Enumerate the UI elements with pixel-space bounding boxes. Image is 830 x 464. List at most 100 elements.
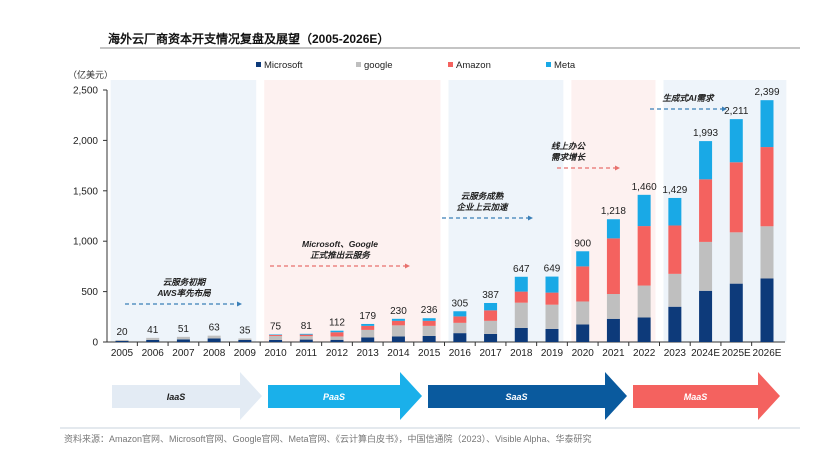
total-label: 1,993 xyxy=(693,128,718,139)
x-tick-label: 2018 xyxy=(510,348,533,359)
total-label: 81 xyxy=(301,321,313,332)
total-label: 1,460 xyxy=(632,182,657,193)
bar-google-2006 xyxy=(146,337,160,340)
bar-amazon-2011 xyxy=(299,334,313,337)
bar-meta-2013 xyxy=(361,323,375,326)
bar-microsoft-2018 xyxy=(514,327,528,342)
legend: Microsoft google Amazon Meta xyxy=(256,60,576,71)
bar-google-2025E xyxy=(729,232,743,284)
bar-microsoft-2021 xyxy=(606,318,620,342)
total-label: 51 xyxy=(178,324,190,335)
x-tick-label: 2021 xyxy=(602,348,625,359)
x-tick-label: 2024E xyxy=(691,348,720,359)
total-label: 305 xyxy=(452,298,469,309)
x-tick-label: 2014 xyxy=(387,348,410,359)
stage-arrows: IaaS PaaS SaaS MaaS xyxy=(112,372,780,420)
annotation-text: 生成式AI需求 xyxy=(662,93,715,103)
bar-google-2024E xyxy=(699,241,713,291)
bar-meta-2014 xyxy=(391,318,405,321)
bar-microsoft-2007 xyxy=(176,339,190,342)
x-tick-label: 2009 xyxy=(234,348,257,359)
legend-swatch xyxy=(356,62,361,67)
bar-meta-2012 xyxy=(330,330,344,333)
bar-microsoft-2005 xyxy=(115,340,129,342)
bar-amazon-2025E xyxy=(729,162,743,233)
bar-meta-2015 xyxy=(422,318,436,321)
bar-microsoft-2014 xyxy=(391,336,405,342)
bar-google-2016 xyxy=(453,322,467,334)
total-label: 230 xyxy=(390,306,407,317)
total-label: 649 xyxy=(544,264,561,275)
bar-amazon-2023 xyxy=(668,225,682,274)
x-tick-label: 2019 xyxy=(541,348,564,359)
legend-swatch xyxy=(256,62,261,67)
total-label: 1,429 xyxy=(662,185,687,196)
annotation-text: 正式推出云服务 xyxy=(310,250,371,260)
bar-amazon-2026E xyxy=(760,147,774,227)
arrow-head-icon xyxy=(528,215,533,221)
bar-meta-2026E xyxy=(760,100,774,148)
period-band xyxy=(264,80,441,342)
stage-arrow-saas xyxy=(428,372,627,420)
bar-microsoft-2008 xyxy=(207,338,221,342)
stage-label: PaaS xyxy=(323,392,345,402)
total-label: 179 xyxy=(359,311,376,322)
arrow-head-icon xyxy=(237,301,242,307)
bar-amazon-2017 xyxy=(484,310,498,321)
total-label: 1,218 xyxy=(601,206,626,217)
total-label: 35 xyxy=(239,325,251,336)
bar-meta-2019 xyxy=(545,276,559,293)
bar-meta-2020 xyxy=(576,251,590,267)
arrow-head-icon xyxy=(615,165,620,171)
x-tick-label: 2015 xyxy=(418,348,441,359)
source-note: 资料来源：Amazon官网、Microsoft官网、Google官网、Meta官… xyxy=(64,433,591,444)
bar-google-2018 xyxy=(514,302,528,328)
y-tick-label: 1,500 xyxy=(73,186,98,197)
stage-arrow-paas xyxy=(268,372,422,420)
bar-google-2009 xyxy=(238,338,252,340)
x-tick-label: 2023 xyxy=(664,348,687,359)
y-tick-label: 500 xyxy=(81,287,98,298)
bar-amazon-2015 xyxy=(422,320,436,326)
bar-microsoft-2012 xyxy=(330,339,344,342)
bar-microsoft-2026E xyxy=(760,278,774,342)
bar-amazon-2014 xyxy=(391,320,405,326)
bar-microsoft-2011 xyxy=(299,339,313,342)
total-label: 647 xyxy=(513,264,530,275)
total-label: 900 xyxy=(574,238,591,249)
bar-meta-2024E xyxy=(699,141,713,180)
bar-google-2013 xyxy=(361,329,375,338)
bar-microsoft-2016 xyxy=(453,333,467,342)
bar-meta-2011 xyxy=(299,333,313,335)
annotation-text: 云服务初期 xyxy=(163,277,207,287)
bar-google-2010 xyxy=(269,335,283,340)
bar-google-2026E xyxy=(760,226,774,279)
legend-swatch xyxy=(546,62,551,67)
total-label: 75 xyxy=(270,321,282,332)
bar-amazon-2021 xyxy=(606,238,620,295)
bar-meta-2021 xyxy=(606,219,620,239)
annotation-text: 企业上云加速 xyxy=(456,202,509,212)
bar-google-2005 xyxy=(115,339,129,341)
period-bands xyxy=(110,80,787,342)
bar-google-2021 xyxy=(606,294,620,319)
bar-microsoft-2022 xyxy=(637,317,651,342)
x-tick-label: 2007 xyxy=(172,348,195,359)
period-band xyxy=(448,80,564,342)
bar-microsoft-2017 xyxy=(484,333,498,342)
x-tick-label: 2013 xyxy=(357,348,380,359)
bar-meta-2017 xyxy=(484,302,498,311)
y-tick-label: 0 xyxy=(92,338,98,349)
x-tick-label: 2006 xyxy=(142,348,165,359)
stage-label: SaaS xyxy=(505,392,527,402)
bar-amazon-2018 xyxy=(514,291,528,303)
annotation-text: AWS率先布局 xyxy=(156,288,212,298)
bar-google-2014 xyxy=(391,325,405,337)
bar-microsoft-2020 xyxy=(576,324,590,342)
total-label: 2,211 xyxy=(724,106,749,117)
total-label: 236 xyxy=(421,305,438,316)
y-axis-unit: （亿美元） xyxy=(68,69,113,80)
total-label: 41 xyxy=(147,325,159,336)
